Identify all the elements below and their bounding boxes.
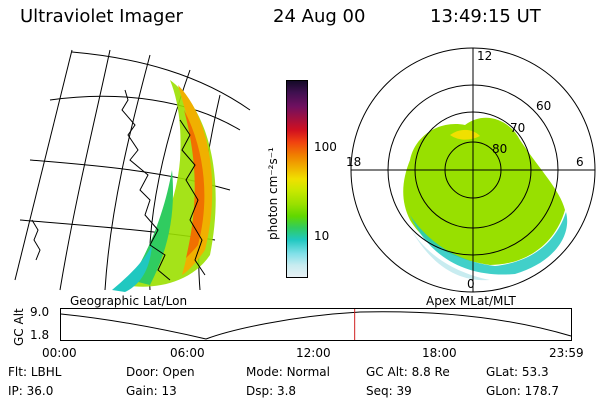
polar-plot: 12 6 0 18 60 70 80	[346, 47, 596, 293]
footer-glon: GLon: 178.7	[486, 384, 559, 398]
mlt-label-0: 0	[467, 277, 475, 291]
latitude-line	[71, 51, 251, 111]
mlt-label-6: 6	[576, 155, 584, 169]
timeline-y-tick-high: 9.0	[30, 305, 50, 319]
timeline-x-tick-0000: 00:00	[42, 346, 77, 360]
timeline-x-tick-1200: 12:00	[296, 346, 331, 360]
footer-gain: Gain: 13	[126, 384, 177, 398]
lat-label-80: 80	[492, 142, 507, 156]
instrument-title: Ultraviolet Imager	[20, 6, 183, 27]
footer-mode: Mode: Normal	[246, 365, 330, 379]
timeline-x-tick-1800: 18:00	[422, 346, 457, 360]
mlt-label-18: 18	[346, 155, 361, 169]
coastline	[179, 119, 206, 276]
colorbar-tick-10: 10	[314, 229, 330, 243]
colorbar	[286, 80, 308, 278]
meridian-line	[104, 54, 151, 291]
coastline	[31, 219, 41, 261]
footer-door: Door: Open	[126, 365, 195, 379]
footer-ip: IP: 36.0	[8, 384, 54, 398]
lat-label-60: 60	[536, 99, 551, 113]
footer-glat: GLat: 53.3	[486, 365, 549, 379]
geographic-map	[14, 49, 251, 292]
map-caption: Geographic Lat/Lon	[70, 294, 188, 308]
polar-caption: Apex MLat/MLT	[426, 294, 516, 308]
timeline-x-tick-0600: 06:00	[170, 346, 205, 360]
mlt-label-12: 12	[477, 49, 492, 63]
latitude-line	[49, 95, 241, 131]
altitude-timeline	[60, 308, 572, 341]
footer-seq: Seq: 39	[366, 384, 412, 398]
footer-dsp: Dsp: 3.8	[246, 384, 297, 398]
altitude-curve	[60, 311, 572, 340]
aurora-emission-polar	[403, 117, 568, 281]
colorbar-gradient	[287, 81, 307, 277]
timeline-x-tick-2359: 23:59	[549, 346, 584, 360]
date-label: 24 Aug 00	[273, 6, 366, 27]
colorbar-tick-100: 100	[314, 140, 337, 154]
aurora-emission-map	[112, 80, 216, 292]
coastline	[121, 89, 171, 281]
footer-flt: Flt: LBHL	[8, 365, 62, 379]
timeline-y-tick-low: 1.8	[30, 328, 50, 342]
colorbar-unit-label: photon cm⁻²s⁻¹	[266, 147, 280, 240]
footer-gc-alt: GC Alt: 8.8 Re	[366, 365, 450, 379]
timeline-y-title: GC Alt	[12, 308, 26, 346]
time-label: 13:49:15 UT	[430, 6, 541, 27]
meridian-line	[59, 49, 111, 291]
meridian-line	[14, 49, 73, 281]
lat-label-70: 70	[510, 121, 525, 135]
